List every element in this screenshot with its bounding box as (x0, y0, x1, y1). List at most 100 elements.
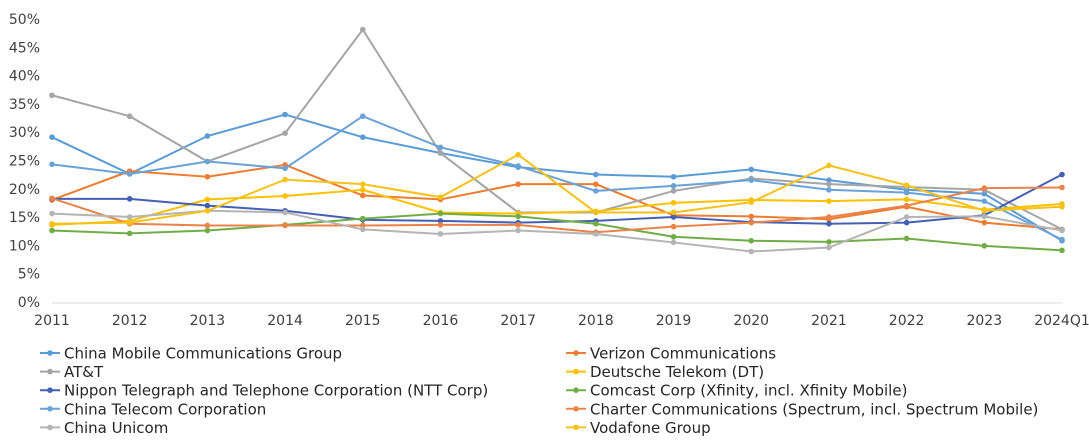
data-point (670, 188, 677, 194)
legend-swatch-dot (47, 368, 53, 375)
series-line (51, 113, 1063, 242)
data-point (670, 223, 677, 230)
data-point (903, 202, 910, 209)
data-point (204, 207, 211, 214)
x-tick-label: 2011 (34, 313, 70, 329)
legend-label: China Telecom Corporation (64, 400, 266, 418)
x-tick-label: 2013 (190, 313, 226, 329)
data-point (49, 227, 55, 234)
data-point (670, 173, 677, 180)
data-point (204, 227, 211, 234)
legend-swatch-dot (573, 387, 579, 394)
x-tick-label: 2015 (345, 313, 381, 329)
legend-label: Comcast Corp (Xfinity, incl. Xfinity Mob… (590, 382, 907, 400)
y-tick-label: 20% (9, 182, 40, 198)
data-point (981, 243, 988, 249)
data-point (826, 177, 832, 183)
data-point (826, 239, 832, 245)
data-point (826, 244, 832, 251)
legend-swatch-dot (47, 387, 53, 394)
data-point (359, 226, 366, 233)
data-point (748, 177, 755, 183)
data-point (437, 144, 444, 151)
y-tick-label: 30% (9, 125, 40, 141)
data-point (515, 181, 521, 187)
legend-label: Charter Communications (Spectrum, incl. … (590, 400, 1038, 418)
data-point (593, 188, 599, 194)
data-point (49, 92, 55, 99)
y-tick-label: 50% (9, 12, 40, 28)
data-point (282, 209, 288, 216)
data-point (981, 185, 988, 191)
data-point (981, 190, 988, 197)
series-line (51, 188, 1063, 226)
data-point (437, 218, 444, 224)
data-point (1059, 227, 1065, 234)
y-tick-label: 5% (18, 267, 40, 283)
data-point (359, 181, 366, 187)
data-point (748, 213, 755, 220)
legend-label: Vodafone Group (590, 419, 711, 437)
data-point (515, 213, 521, 220)
x-tick-label: 2021 (811, 313, 847, 329)
data-point (670, 183, 677, 189)
data-point (670, 233, 677, 240)
data-point (903, 214, 910, 220)
data-point (126, 171, 133, 177)
data-point (593, 209, 599, 216)
data-point (359, 187, 366, 193)
legend-label: AT&T (64, 363, 104, 381)
data-point (826, 162, 832, 169)
data-point (437, 222, 444, 228)
data-point (981, 219, 988, 226)
x-tick-label: 2012 (112, 313, 148, 329)
data-point (126, 214, 133, 220)
x-tick-label: 2019 (656, 313, 692, 329)
data-point (748, 166, 755, 173)
legend-label: Verizon Communications (590, 345, 776, 363)
legend-swatch-dot (47, 424, 53, 431)
data-point (670, 200, 677, 206)
data-point (515, 227, 521, 234)
data-point (204, 196, 211, 203)
y-tick-label: 40% (9, 69, 40, 85)
legend-label: China Mobile Communications Group (64, 345, 342, 363)
data-point (903, 219, 910, 226)
data-point (437, 231, 444, 237)
data-point (359, 134, 366, 140)
series-line (51, 153, 1063, 225)
data-point (282, 222, 288, 229)
data-point (593, 171, 599, 178)
data-point (981, 213, 988, 220)
data-point (359, 215, 366, 222)
data-point (126, 113, 133, 120)
data-point (903, 182, 910, 189)
data-point (515, 151, 521, 158)
data-point (282, 111, 288, 118)
data-point (359, 192, 366, 199)
data-point (359, 222, 366, 229)
y-tick-label: 10% (9, 238, 40, 254)
data-point (748, 248, 755, 255)
x-tick-label: 2018 (578, 313, 614, 329)
data-point (126, 230, 133, 237)
y-tick-label: 35% (9, 97, 40, 113)
data-point (515, 222, 521, 228)
data-point (515, 163, 521, 169)
x-tick-label: 2024Q1 (1034, 313, 1089, 329)
y-tick-label: 15% (9, 210, 40, 226)
legend-swatch-dot (573, 406, 579, 412)
data-point (49, 210, 55, 217)
data-point (748, 237, 755, 244)
legend-label: China Unicom (64, 419, 168, 437)
data-point (282, 176, 288, 183)
data-point (359, 26, 366, 33)
data-point (204, 158, 211, 165)
data-point (748, 219, 755, 226)
data-point (903, 189, 910, 196)
y-tick-label: 25% (9, 154, 40, 170)
data-point (593, 220, 599, 227)
data-point (981, 198, 988, 204)
data-point (437, 150, 444, 156)
